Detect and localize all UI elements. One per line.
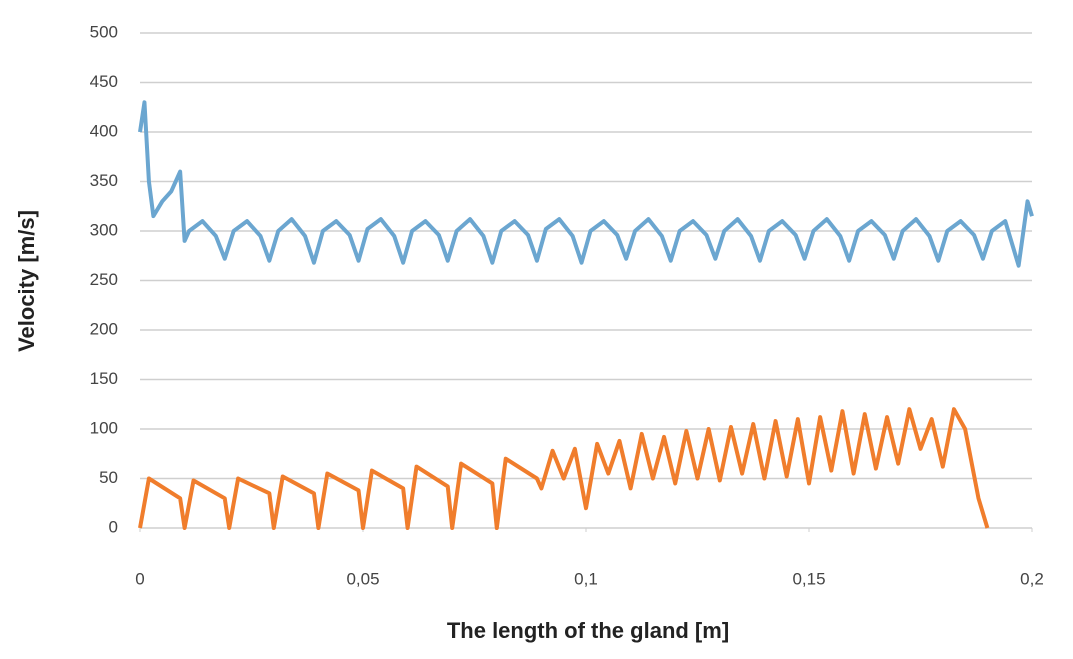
- y-tick-label: 0: [109, 517, 118, 536]
- y-tick-label: 400: [90, 121, 118, 140]
- x-tick-label: 0: [135, 569, 144, 588]
- x-tick-label: 0,15: [792, 569, 825, 588]
- y-tick-label: 500: [90, 22, 118, 41]
- x-tick-label: 0,2: [1020, 569, 1044, 588]
- y-tick-label: 200: [90, 319, 118, 338]
- y-tick-label: 50: [99, 468, 118, 487]
- x-tick-label: 0,1: [574, 569, 598, 588]
- y-tick-label: 450: [90, 72, 118, 91]
- data-line: [138, 407, 990, 530]
- data-line: [138, 100, 1034, 268]
- x-tick-label: 0,05: [346, 569, 379, 588]
- y-tick-label: 150: [90, 369, 118, 388]
- y-tick-label: 350: [90, 171, 118, 190]
- y-axis-title: Velocity [m/s]: [14, 210, 39, 352]
- y-tick-label: 250: [90, 270, 118, 289]
- y-tick-label: 100: [90, 418, 118, 437]
- y-tick-label: 300: [90, 220, 118, 239]
- x-axis-title: The length of the gland [m]: [447, 618, 729, 643]
